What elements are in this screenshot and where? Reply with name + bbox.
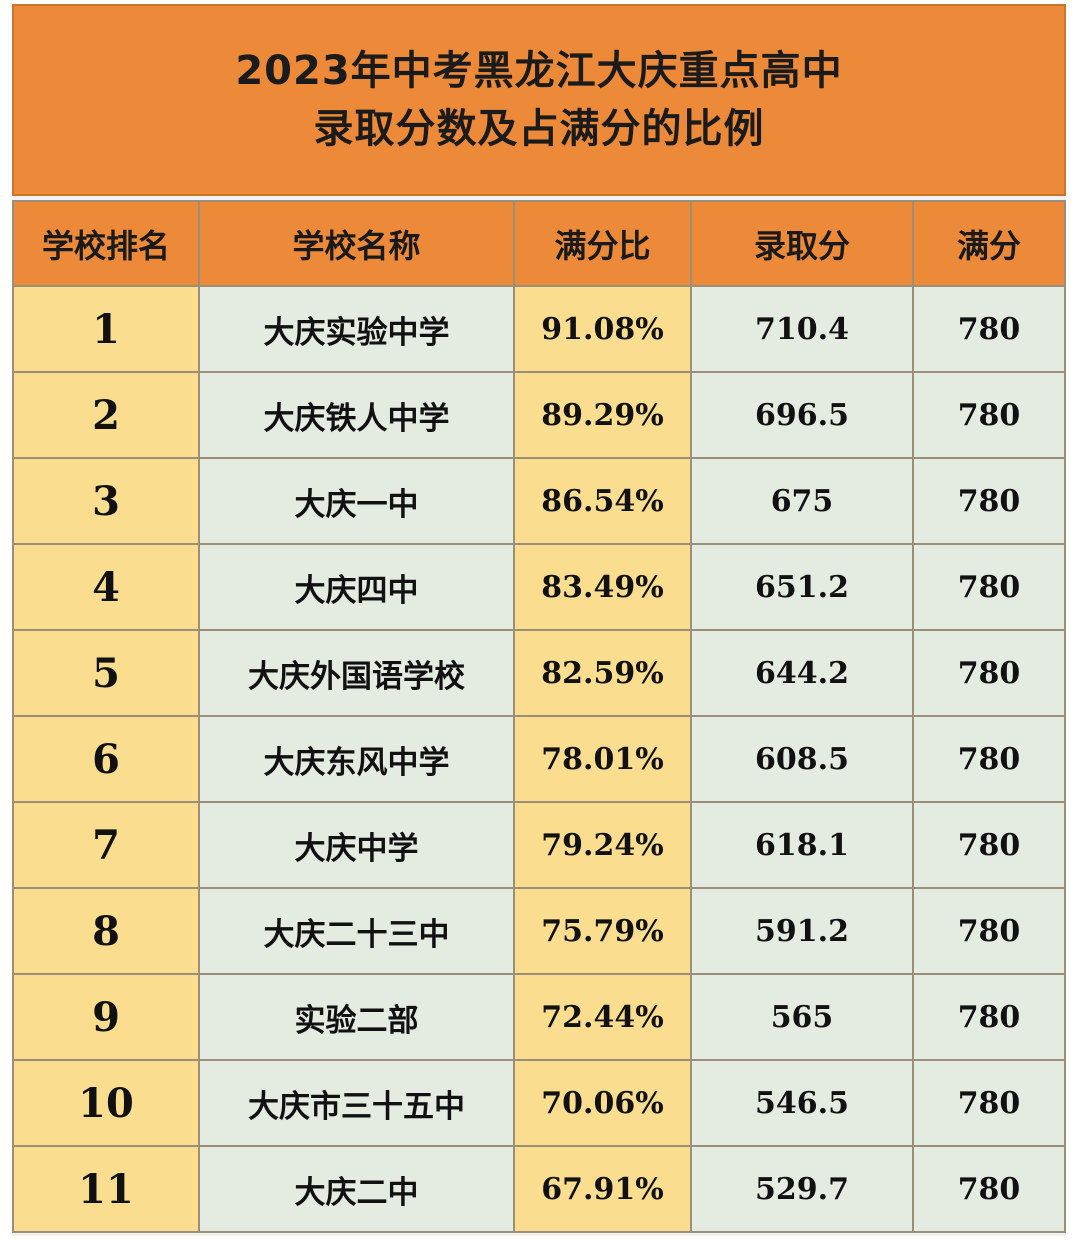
full-score-cell: 780 bbox=[914, 717, 1066, 803]
table-row: 4 大庆四中 83.49% 651.2 780 bbox=[12, 545, 1066, 631]
ratio-cell: 70.06% bbox=[515, 1061, 692, 1147]
school-name-cell: 大庆四中 bbox=[200, 545, 515, 631]
rank-cell: 6 bbox=[12, 717, 200, 803]
full-score-cell: 780 bbox=[914, 889, 1066, 975]
score-cell: 591.2 bbox=[692, 889, 914, 975]
score-cell: 529.7 bbox=[692, 1147, 914, 1233]
school-name-cell: 大庆二中 bbox=[200, 1147, 515, 1233]
table-row: 10 大庆市三十五中 70.06% 546.5 780 bbox=[12, 1061, 1066, 1147]
rank-cell: 5 bbox=[12, 631, 200, 717]
rank-cell: 3 bbox=[12, 459, 200, 545]
score-cell: 651.2 bbox=[692, 545, 914, 631]
ratio-cell: 82.59% bbox=[515, 631, 692, 717]
rank-cell: 11 bbox=[12, 1147, 200, 1233]
score-cell: 608.5 bbox=[692, 717, 914, 803]
ratio-cell: 78.01% bbox=[515, 717, 692, 803]
title-banner: 2023年中考黑龙江大庆重点高中 录取分数及占满分的比例 bbox=[12, 4, 1066, 196]
ratio-cell: 89.29% bbox=[515, 373, 692, 459]
rank-cell: 7 bbox=[12, 803, 200, 889]
table-row: 3 大庆一中 86.54% 675 780 bbox=[12, 459, 1066, 545]
school-name-cell: 大庆二十三中 bbox=[200, 889, 515, 975]
school-name-cell: 大庆一中 bbox=[200, 459, 515, 545]
full-score-cell: 780 bbox=[914, 287, 1066, 373]
school-name-cell: 大庆外国语学校 bbox=[200, 631, 515, 717]
ratio-cell: 79.24% bbox=[515, 803, 692, 889]
ratio-cell: 67.91% bbox=[515, 1147, 692, 1233]
table-header-row: 学校排名 学校名称 满分比 录取分 满分 bbox=[12, 200, 1066, 287]
ratio-cell: 75.79% bbox=[515, 889, 692, 975]
ratio-cell: 86.54% bbox=[515, 459, 692, 545]
score-cell: 546.5 bbox=[692, 1061, 914, 1147]
full-score-cell: 780 bbox=[914, 1061, 1066, 1147]
table-row: 8 大庆二十三中 75.79% 591.2 780 bbox=[12, 889, 1066, 975]
table-row: 9 实验二部 72.44% 565 780 bbox=[12, 975, 1066, 1061]
rank-cell: 1 bbox=[12, 287, 200, 373]
header-score: 录取分 bbox=[692, 200, 914, 287]
table-row: 1 大庆实验中学 91.08% 710.4 780 bbox=[12, 287, 1066, 373]
rank-cell: 9 bbox=[12, 975, 200, 1061]
school-name-cell: 大庆市三十五中 bbox=[200, 1061, 515, 1147]
header-ratio: 满分比 bbox=[515, 200, 692, 287]
full-score-cell: 780 bbox=[914, 631, 1066, 717]
table-row: 11 大庆二中 67.91% 529.7 780 bbox=[12, 1147, 1066, 1233]
header-school-name: 学校名称 bbox=[200, 200, 515, 287]
table-row: 2 大庆铁人中学 89.29% 696.5 780 bbox=[12, 373, 1066, 459]
school-name-cell: 大庆铁人中学 bbox=[200, 373, 515, 459]
score-cell: 618.1 bbox=[692, 803, 914, 889]
score-cell: 696.5 bbox=[692, 373, 914, 459]
rank-cell: 10 bbox=[12, 1061, 200, 1147]
full-score-cell: 780 bbox=[914, 373, 1066, 459]
score-cell: 644.2 bbox=[692, 631, 914, 717]
school-name-cell: 大庆东风中学 bbox=[200, 717, 515, 803]
rank-cell: 2 bbox=[12, 373, 200, 459]
document-frame: 2023年中考黑龙江大庆重点高中 录取分数及占满分的比例 学校排名 学校名称 满… bbox=[12, 4, 1066, 1236]
full-score-cell: 780 bbox=[914, 545, 1066, 631]
full-score-cell: 780 bbox=[914, 459, 1066, 545]
school-name-cell: 大庆中学 bbox=[200, 803, 515, 889]
score-cell: 675 bbox=[692, 459, 914, 545]
ratio-cell: 83.49% bbox=[515, 545, 692, 631]
full-score-cell: 780 bbox=[914, 1147, 1066, 1233]
full-score-cell: 780 bbox=[914, 803, 1066, 889]
table-row: 7 大庆中学 79.24% 618.1 780 bbox=[12, 803, 1066, 889]
score-cell: 710.4 bbox=[692, 287, 914, 373]
table-row: 6 大庆东风中学 78.01% 608.5 780 bbox=[12, 717, 1066, 803]
full-score-cell: 780 bbox=[914, 975, 1066, 1061]
ratio-cell: 72.44% bbox=[515, 975, 692, 1061]
header-full-score: 满分 bbox=[914, 200, 1066, 287]
rank-cell: 8 bbox=[12, 889, 200, 975]
school-name-cell: 实验二部 bbox=[200, 975, 515, 1061]
header-rank: 学校排名 bbox=[12, 200, 200, 287]
admission-table: 学校排名 学校名称 满分比 录取分 满分 1 大庆实验中学 91.08% 710… bbox=[12, 200, 1066, 1233]
school-name-cell: 大庆实验中学 bbox=[200, 287, 515, 373]
title-line-1: 2023年中考黑龙江大庆重点高中 bbox=[235, 48, 843, 94]
score-cell: 565 bbox=[692, 975, 914, 1061]
table-row: 5 大庆外国语学校 82.59% 644.2 780 bbox=[12, 631, 1066, 717]
rank-cell: 4 bbox=[12, 545, 200, 631]
ratio-cell: 91.08% bbox=[515, 287, 692, 373]
title-line-2: 录取分数及占满分的比例 bbox=[313, 106, 765, 152]
